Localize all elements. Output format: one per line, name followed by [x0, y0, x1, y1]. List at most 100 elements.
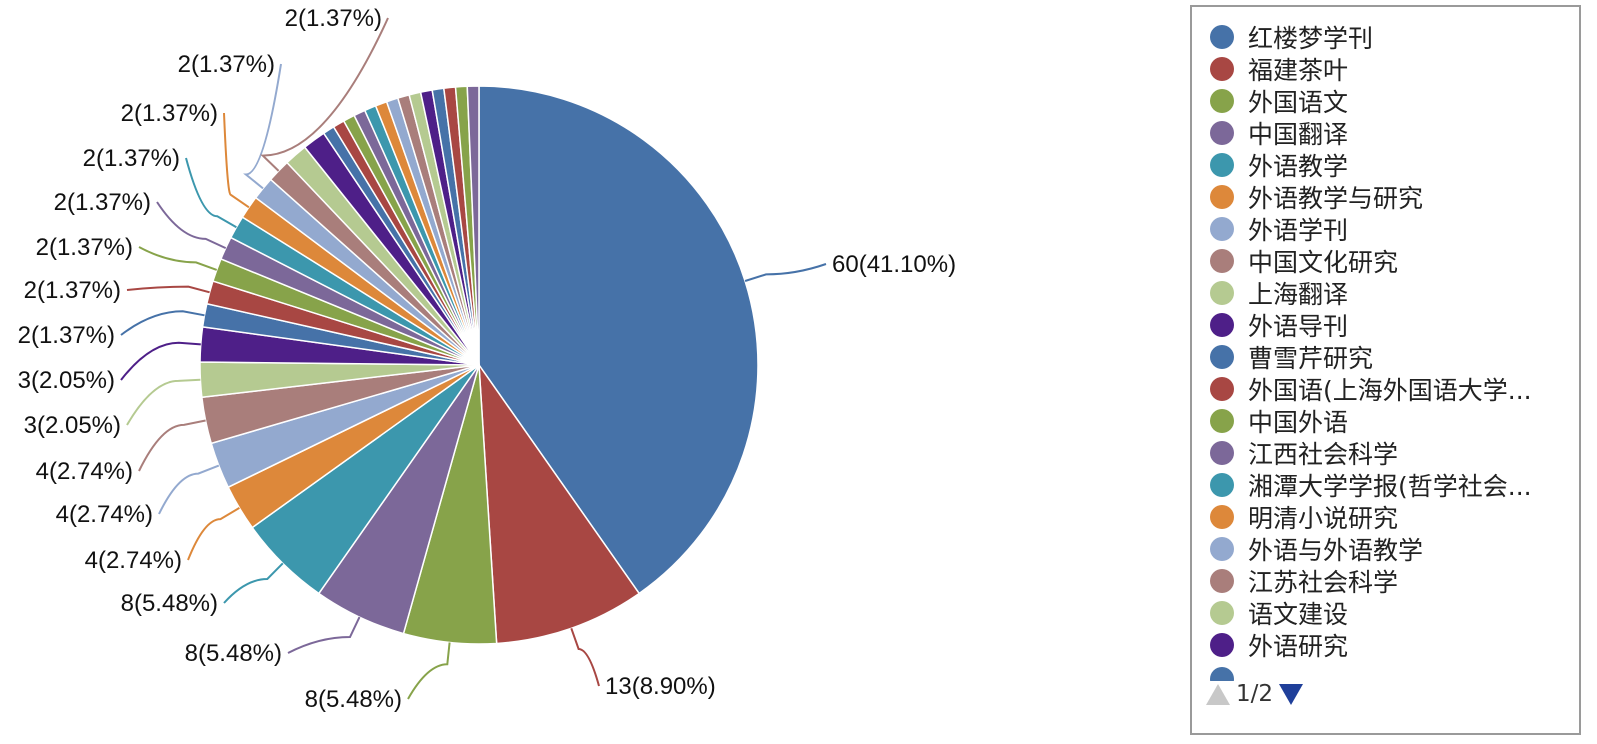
legend-swatch-icon — [1210, 377, 1234, 401]
leader-line — [260, 17, 389, 172]
data-label: 2(1.37%) — [178, 51, 275, 78]
legend-swatch-icon — [1210, 633, 1234, 657]
legend-swatch-icon — [1210, 249, 1234, 273]
legend-swatch-icon — [1210, 667, 1234, 681]
legend-label: 外语学刊 — [1248, 216, 1349, 245]
legend-item[interactable]: 中国翻译 — [1192, 117, 1579, 149]
leader-line — [126, 378, 201, 426]
legend-item[interactable]: 曹雪芹研究 — [1192, 341, 1579, 373]
legend-label: 外国语(上海外国语大学... — [1248, 376, 1532, 405]
data-label: 2(1.37%) — [121, 100, 218, 127]
legend-label: 外语与外语教学 — [1248, 536, 1424, 565]
data-label: 2(1.37%) — [36, 234, 133, 261]
legend-swatch-icon — [1210, 313, 1234, 337]
legend-item[interactable]: 明清小说研究 — [1192, 501, 1579, 533]
legend-swatch-icon — [1210, 345, 1234, 369]
legend-item[interactable]: 中国文化研究 — [1192, 245, 1579, 277]
legend-label: 上海翻译 — [1248, 280, 1349, 309]
legend-label: 福建茶叶 — [1248, 56, 1349, 85]
data-label: 4(2.74%) — [85, 547, 182, 574]
leader-line — [158, 464, 220, 515]
pager-total: 2 — [1258, 681, 1274, 707]
data-label: 4(2.74%) — [56, 501, 153, 528]
legend-label: 中国文化研究 — [1248, 248, 1399, 277]
pie-slices — [199, 85, 759, 645]
legend-item[interactable]: 江苏社会科学 — [1192, 565, 1579, 597]
legend-list: 红楼梦学刊福建茶叶外国语文中国翻译外语教学 外语教学与研究外语学刊中国文化研究 上海… — [1192, 21, 1579, 681]
data-label: 3(2.05%) — [24, 412, 121, 439]
pager-text: 1/2 — [1236, 681, 1273, 707]
pager-separator: / — [1250, 681, 1259, 707]
legend-swatch-icon — [1210, 121, 1234, 145]
legend-item[interactable]: 外语学刊 — [1192, 213, 1579, 245]
legend-label: 外语教学 — [1248, 152, 1349, 181]
triangle-up-icon[interactable] — [1206, 683, 1230, 705]
legend-swatch-icon — [1210, 89, 1234, 113]
data-label: 3(2.05%) — [18, 367, 115, 394]
legend-item[interactable]: 外国语(上海外国语大学... — [1192, 373, 1579, 405]
legend-swatch-icon — [1210, 505, 1234, 529]
legend-label: 外语研究 — [1248, 632, 1349, 661]
legend-item[interactable]: 外语导刊 — [1192, 309, 1579, 341]
legend-swatch-icon — [1210, 217, 1234, 241]
legend-label: 湘潭大学学报(哲学社会... — [1248, 472, 1532, 501]
pie-slice[interactable] — [478, 85, 759, 595]
legend-item[interactable]: 湘潭大学学报(哲学社会... — [1192, 469, 1579, 501]
legend-swatch-icon — [1210, 441, 1234, 465]
data-label: 8(5.48%) — [185, 640, 282, 667]
legend-item[interactable]: 外语与外语教学 — [1192, 533, 1579, 565]
leader-line — [243, 63, 282, 190]
legend-item[interactable]: 红楼梦学刊 — [1192, 21, 1579, 53]
leader-line — [187, 507, 240, 561]
data-label: 8(5.48%) — [121, 590, 218, 617]
legend-swatch-icon — [1210, 473, 1234, 497]
legend-swatch-icon — [1210, 601, 1234, 625]
data-label: 2(1.37%) — [24, 277, 121, 304]
leader-line — [156, 201, 227, 250]
legend-item[interactable]: 上海翻译 — [1192, 277, 1579, 309]
data-label: 4(2.74%) — [36, 458, 133, 485]
legend-item[interactable]: 福建茶叶 — [1192, 53, 1579, 85]
leader-line — [407, 642, 451, 700]
leader-line — [120, 310, 205, 336]
legend-item[interactable]: 外语教学与研究 — [1192, 181, 1579, 213]
data-label: 13(8.90%) — [605, 673, 716, 700]
data-label: 8(5.48%) — [305, 686, 402, 713]
data-label: 2(1.37%) — [285, 5, 382, 32]
leader-lines — [120, 17, 827, 700]
legend-label: 江西社会科学 — [1248, 440, 1399, 469]
legend-swatch-icon — [1210, 409, 1234, 433]
legend-label: 明清小说研究 — [1248, 504, 1399, 533]
legend: 红楼梦学刊福建茶叶外国语文中国翻译外语教学 外语教学与研究外语学刊中国文化研究 上海… — [1190, 5, 1581, 735]
legend-item[interactable]: 外语教学 — [1192, 149, 1579, 181]
legend-swatch-icon — [1210, 281, 1234, 305]
pie-slice[interactable] — [466, 85, 480, 366]
legend-label: 中国外语 — [1248, 408, 1349, 437]
legend-item[interactable]: 中国外语 — [1192, 405, 1579, 437]
leader-line — [138, 419, 206, 472]
legend-pager: 1/2 — [1206, 679, 1304, 709]
legend-label: 红楼梦学刊 — [1248, 24, 1374, 53]
data-labels: 60(41.10%) 13(8.90%) 8(5.48%) 8(5.48%) 8(5.4… — [18, 5, 956, 713]
legend-item[interactable]: 外语研究 — [1192, 629, 1579, 661]
legend-item[interactable]: 江西社会科学 — [1192, 437, 1579, 469]
legend-label: 语文建设 — [1248, 600, 1349, 629]
legend-swatch-icon — [1210, 153, 1234, 177]
leader-line — [287, 616, 361, 654]
legend-label: 外语导刊 — [1248, 312, 1349, 341]
data-label: 2(1.37%) — [54, 189, 151, 216]
legend-swatch-icon — [1210, 185, 1234, 209]
legend-swatch-icon — [1210, 25, 1234, 49]
triangle-down-icon[interactable] — [1279, 683, 1304, 705]
leader-line — [223, 112, 250, 209]
legend-label: 中国翻译 — [1248, 120, 1349, 149]
legend-item[interactable]: 外国语文 — [1192, 85, 1579, 117]
leader-line — [138, 246, 218, 271]
pie-slice[interactable] — [478, 362, 641, 645]
legend-item[interactable]: 语文建设 — [1192, 597, 1579, 629]
legend-label: 江苏社会科学 — [1248, 568, 1399, 597]
legend-label: 外国语文 — [1248, 88, 1349, 117]
leader-line — [126, 285, 210, 294]
leader-line — [570, 627, 600, 687]
